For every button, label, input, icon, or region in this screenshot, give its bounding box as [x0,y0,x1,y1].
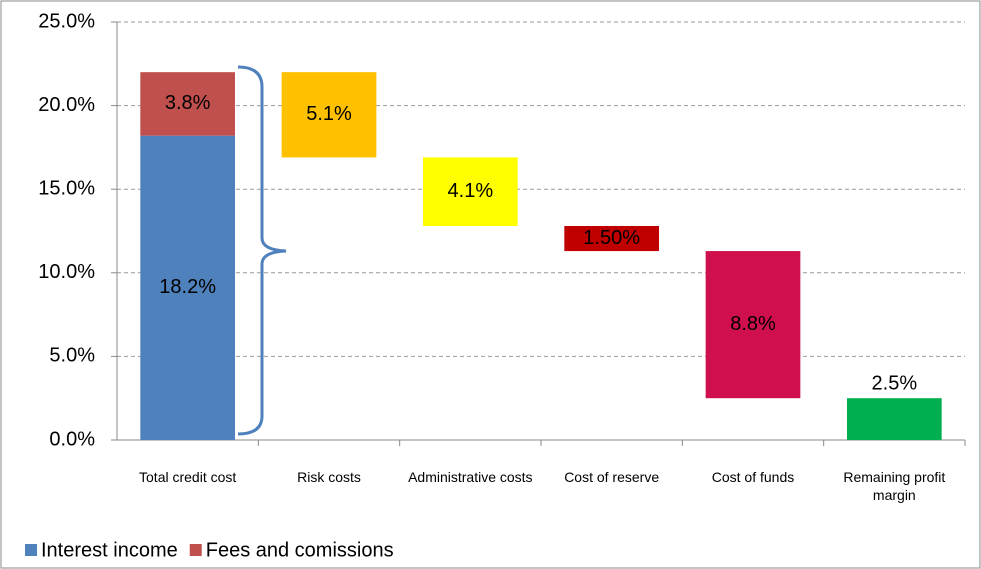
x-tick-label-box: Total credit cost [139,469,237,485]
y-tick-label: 15.0% [38,177,95,199]
brace [237,65,287,436]
x-tick-label-box: Cost of reserve [564,469,660,485]
value-label: 18.2% [159,276,216,298]
bar [422,157,518,226]
y-tick-label: 0.0% [49,428,95,450]
bar [281,72,377,158]
value-label: 8.8% [730,313,776,335]
x-tick-label: Administrative costs [408,469,533,485]
bar [705,251,801,399]
x-tick-label-box: Risk costs [297,469,361,485]
x-tick-label-box: Cost of funds [711,469,795,485]
value-label: 3.8% [165,92,211,114]
value-label: 5.1% [306,103,352,125]
x-tick-label: Risk costs [297,469,361,485]
y-tick-label: 20.0% [38,94,95,116]
legend-label: Interest income [41,539,178,561]
y-tick-label: 10.0% [38,261,95,283]
legend-swatch [25,544,37,556]
x-tick-label-box: Administrative costs [408,469,533,485]
value-label: 4.1% [448,180,494,202]
x-tick-label: Remaining profit margin [843,469,946,503]
x-tick-label: Cost of reserve [564,469,660,485]
value-label: 2.5% [872,372,918,394]
legend-swatch [189,544,202,556]
legend-label: Fees and comissions [206,539,394,561]
x-tick-label: Total credit cost [139,469,237,485]
bar [564,225,660,252]
bar-segment [140,72,236,136]
value-label: 1.50% [583,227,640,249]
x-tick-label-box: Remaining profit margin [843,469,946,503]
bar [846,398,942,440]
y-tick-label: 5.0% [49,345,95,367]
bar-segment [140,135,236,441]
x-tick-label: Cost of funds [711,469,795,485]
y-tick-label: 25.0% [38,10,95,32]
